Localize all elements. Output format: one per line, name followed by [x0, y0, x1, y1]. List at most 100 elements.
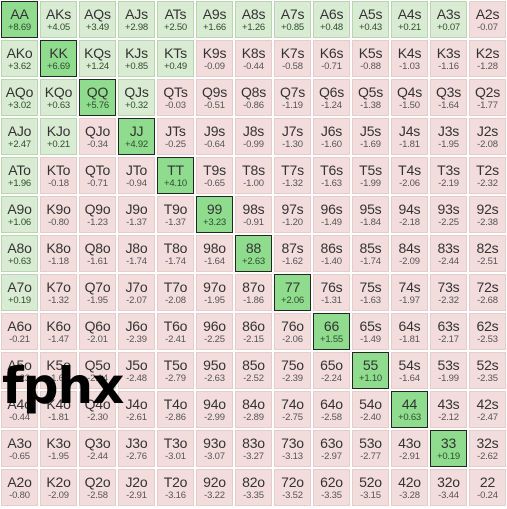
hand-cell-KQo[interactable]: KQo +0.63: [40, 79, 77, 116]
hand-cell-Q4s[interactable]: Q4s -1.50: [391, 79, 428, 116]
hand-cell-Q3s[interactable]: Q3s -1.64: [430, 79, 467, 116]
hand-cell-97o[interactable]: 97o -1.95: [196, 274, 233, 311]
hand-cell-K8o[interactable]: K8o -1.18: [40, 235, 77, 272]
hand-cell-93o[interactable]: 93o -3.07: [196, 430, 233, 467]
hand-cell-92s[interactable]: 92s -2.38: [469, 196, 506, 233]
hand-cell-J7o[interactable]: J7o -2.07: [118, 274, 155, 311]
hand-cell-66[interactable]: 66 +1.55: [313, 313, 350, 350]
hand-cell-63o[interactable]: 63o -2.97: [313, 430, 350, 467]
hand-cell-53s[interactable]: 53s -1.99: [430, 352, 467, 389]
hand-cell-A5s[interactable]: A5s +0.43: [352, 1, 389, 38]
hand-cell-77[interactable]: 77 +2.06: [274, 274, 311, 311]
hand-cell-T6s[interactable]: T6s -1.63: [313, 157, 350, 194]
hand-cell-95o[interactable]: 95o -2.63: [196, 352, 233, 389]
hand-cell-AQs[interactable]: AQs +3.49: [79, 1, 116, 38]
hand-cell-J9o[interactable]: J9o -1.37: [118, 196, 155, 233]
hand-cell-74s[interactable]: 74s -1.97: [391, 274, 428, 311]
hand-cell-T7s[interactable]: T7s -1.32: [274, 157, 311, 194]
hand-cell-AQo[interactable]: AQo +3.02: [1, 79, 38, 116]
hand-cell-43s[interactable]: 43s -2.12: [430, 391, 467, 428]
hand-cell-QTo[interactable]: QTo -0.71: [79, 157, 116, 194]
hand-cell-A3s[interactable]: A3s +0.07: [430, 1, 467, 38]
hand-cell-A4o[interactable]: A4o -0.44: [1, 391, 38, 428]
hand-cell-A4s[interactable]: A4s +0.21: [391, 1, 428, 38]
hand-cell-73s[interactable]: 73s -2.32: [430, 274, 467, 311]
hand-cell-QJs[interactable]: QJs +0.32: [118, 79, 155, 116]
hand-cell-44[interactable]: 44 +0.63: [391, 391, 428, 428]
hand-cell-T8s[interactable]: T8s -1.00: [235, 157, 272, 194]
hand-cell-J6s[interactable]: J6s -1.60: [313, 118, 350, 155]
hand-cell-A6s[interactable]: A6s +0.48: [313, 1, 350, 38]
hand-cell-Q5o[interactable]: Q5o -2.14: [79, 352, 116, 389]
hand-cell-65s[interactable]: 65s -1.49: [352, 313, 389, 350]
hand-cell-KJs[interactable]: KJs +0.85: [118, 40, 155, 77]
hand-cell-85o[interactable]: 85o -2.52: [235, 352, 272, 389]
hand-cell-T2s[interactable]: T2s -2.32: [469, 157, 506, 194]
hand-cell-K2o[interactable]: K2o -2.09: [40, 469, 77, 506]
hand-cell-52o[interactable]: 52o -3.15: [352, 469, 389, 506]
hand-cell-95s[interactable]: 95s -1.84: [352, 196, 389, 233]
hand-cell-ATs[interactable]: ATs +2.50: [157, 1, 194, 38]
hand-cell-54s[interactable]: 54s -1.64: [391, 352, 428, 389]
hand-cell-87o[interactable]: 87o -1.86: [235, 274, 272, 311]
hand-cell-J5s[interactable]: J5s -1.69: [352, 118, 389, 155]
hand-cell-T5o[interactable]: T5o -2.79: [157, 352, 194, 389]
hand-cell-64o[interactable]: 64o -2.58: [313, 391, 350, 428]
hand-cell-K7s[interactable]: K7s -0.58: [274, 40, 311, 77]
hand-cell-AKo[interactable]: AKo +3.62: [1, 40, 38, 77]
hand-cell-KTs[interactable]: KTs +0.49: [157, 40, 194, 77]
hand-cell-Q5s[interactable]: Q5s -1.38: [352, 79, 389, 116]
hand-cell-84s[interactable]: 84s -2.09: [391, 235, 428, 272]
hand-cell-A8s[interactable]: A8s +1.26: [235, 1, 272, 38]
hand-cell-Q6s[interactable]: Q6s -1.24: [313, 79, 350, 116]
hand-cell-A9s[interactable]: A9s +1.66: [196, 1, 233, 38]
hand-cell-K3s[interactable]: K3s -1.16: [430, 40, 467, 77]
hand-cell-A2o[interactable]: A2o -0.80: [1, 469, 38, 506]
hand-cell-52s[interactable]: 52s -2.35: [469, 352, 506, 389]
hand-cell-62o[interactable]: 62o -3.35: [313, 469, 350, 506]
hand-cell-JTo[interactable]: JTo -0.94: [118, 157, 155, 194]
hand-cell-64s[interactable]: 64s -1.81: [391, 313, 428, 350]
hand-cell-T9o[interactable]: T9o -1.37: [157, 196, 194, 233]
hand-cell-J8s[interactable]: J8s -0.99: [235, 118, 272, 155]
hand-cell-KTo[interactable]: KTo -0.18: [40, 157, 77, 194]
hand-cell-T8o[interactable]: T8o -1.74: [157, 235, 194, 272]
hand-cell-J5o[interactable]: J5o -2.48: [118, 352, 155, 389]
hand-cell-K9s[interactable]: K9s -0.09: [196, 40, 233, 77]
hand-cell-K4s[interactable]: K4s -1.03: [391, 40, 428, 77]
hand-cell-A2s[interactable]: A2s -0.07: [469, 1, 506, 38]
hand-cell-92o[interactable]: 92o -3.22: [196, 469, 233, 506]
hand-cell-A7o[interactable]: A7o +0.19: [1, 274, 38, 311]
hand-cell-33[interactable]: 33 +0.19: [430, 430, 467, 467]
hand-cell-J9s[interactable]: J9s -0.64: [196, 118, 233, 155]
hand-cell-K2s[interactable]: K2s -1.28: [469, 40, 506, 77]
hand-cell-Q8s[interactable]: Q8s -0.86: [235, 79, 272, 116]
hand-cell-96o[interactable]: 96o -2.25: [196, 313, 233, 350]
hand-cell-Q3o[interactable]: Q3o -2.44: [79, 430, 116, 467]
hand-cell-J3o[interactable]: J3o -2.76: [118, 430, 155, 467]
hand-cell-Q8o[interactable]: Q8o -1.61: [79, 235, 116, 272]
hand-cell-76s[interactable]: 76s -1.31: [313, 274, 350, 311]
hand-cell-42o[interactable]: 42o -3.28: [391, 469, 428, 506]
hand-cell-82s[interactable]: 82s -2.51: [469, 235, 506, 272]
hand-cell-Q9o[interactable]: Q9o -1.23: [79, 196, 116, 233]
hand-cell-Q4o[interactable]: Q4o -2.30: [79, 391, 116, 428]
hand-cell-J2s[interactable]: J2s -2.08: [469, 118, 506, 155]
hand-cell-72o[interactable]: 72o -3.52: [274, 469, 311, 506]
hand-cell-T2o[interactable]: T2o -3.16: [157, 469, 194, 506]
hand-cell-K6s[interactable]: K6s -0.71: [313, 40, 350, 77]
hand-cell-83o[interactable]: 83o -3.27: [235, 430, 272, 467]
hand-cell-85s[interactable]: 85s -1.74: [352, 235, 389, 272]
hand-cell-54o[interactable]: 54o -2.40: [352, 391, 389, 428]
hand-cell-94s[interactable]: 94s -2.18: [391, 196, 428, 233]
hand-cell-T9s[interactable]: T9s -0.65: [196, 157, 233, 194]
hand-cell-76o[interactable]: 76o -2.06: [274, 313, 311, 350]
hand-cell-A3o[interactable]: A3o -0.65: [1, 430, 38, 467]
hand-cell-KQs[interactable]: KQs +1.24: [79, 40, 116, 77]
hand-cell-TT[interactable]: TT +4.10: [157, 157, 194, 194]
hand-cell-T5s[interactable]: T5s -1.99: [352, 157, 389, 194]
hand-cell-T4o[interactable]: T4o -2.86: [157, 391, 194, 428]
hand-cell-K5s[interactable]: K5s -0.88: [352, 40, 389, 77]
hand-cell-JTs[interactable]: JTs -0.25: [157, 118, 194, 155]
hand-cell-K5o[interactable]: K5o -1.65: [40, 352, 77, 389]
